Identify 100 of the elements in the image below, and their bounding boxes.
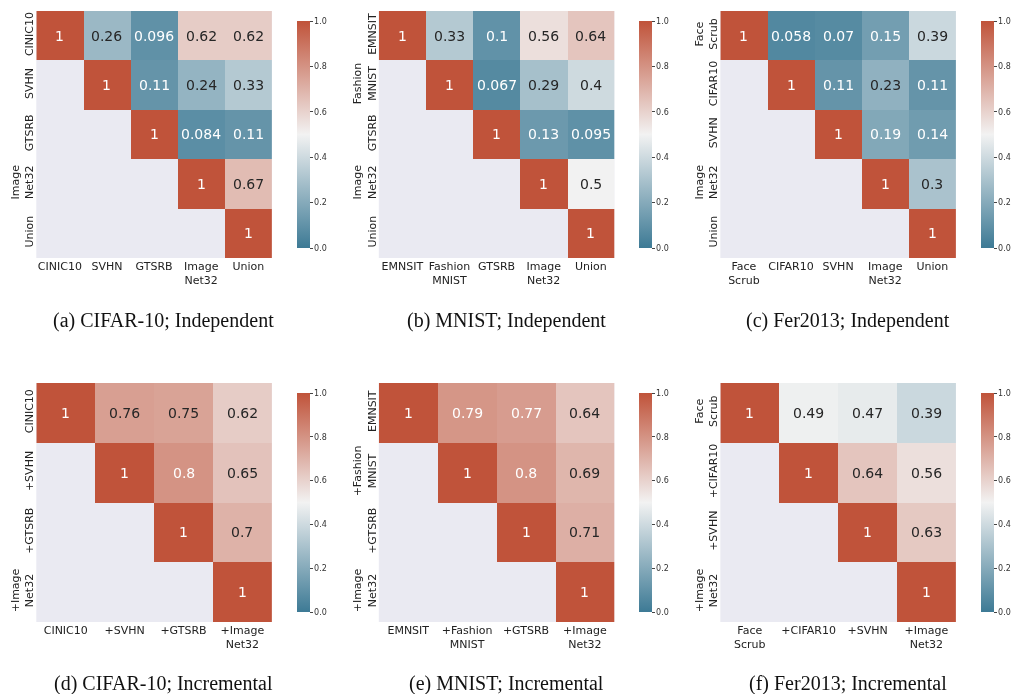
color-bar-label: 0.0	[656, 243, 669, 253]
y-tick-label: Face Scrub	[692, 18, 721, 50]
x-tick-label: SVHN	[91, 260, 123, 273]
color-bar-label: 0.6	[314, 476, 327, 486]
text: (b) MNIST; Independent	[407, 309, 607, 332]
data-label: 1	[120, 465, 129, 481]
x-tick-label: Union	[916, 260, 949, 273]
text: (c) Fer2013; Independent	[746, 309, 950, 332]
y-tick-label: +SVHN	[23, 450, 37, 492]
data-label: 0.77	[511, 405, 543, 421]
data-label: 0.49	[793, 405, 825, 421]
color-bar-label: 0.6	[656, 107, 669, 117]
data-label: 0.67	[233, 176, 265, 192]
data-label: 1	[463, 465, 472, 481]
data-label: 1	[492, 126, 501, 142]
text: (f) Fer2013; Incremental	[749, 672, 948, 694]
data-label: 0.47	[852, 405, 884, 421]
x-tick-label: Union	[232, 260, 265, 273]
y-tick-label: EMNSIT	[365, 390, 379, 433]
x-tick-label: +Image Net32	[563, 624, 607, 652]
data-label: 0.71	[569, 524, 601, 540]
color-bar-label: 0.4	[656, 520, 669, 530]
color-bar-label: 0.8	[656, 62, 669, 72]
y-tick-label: Image Net32	[351, 164, 379, 200]
y-tick-label: +Fashion MNIST	[351, 445, 379, 497]
data-label: 0.63	[911, 524, 943, 540]
text: (e) MNIST; Incremental	[409, 672, 604, 694]
data-label: 1	[522, 524, 531, 540]
data-label: 1	[745, 405, 754, 421]
color-bar-label: 1.0	[998, 16, 1011, 26]
data-label: 0.11	[233, 126, 265, 142]
y-tick-label: +GTSRB	[23, 507, 37, 554]
data-label: 0.13	[528, 126, 560, 142]
color-bar-label: 0.4	[314, 153, 327, 162]
x-tick-label: +SVHN	[847, 624, 888, 637]
color-bar-label: 0.2	[314, 198, 327, 208]
data-label: 1	[739, 28, 748, 44]
data-label: 0.11	[823, 77, 855, 93]
color-bar-label: 0.8	[998, 432, 1011, 442]
x-tick-label: GTSRB	[478, 260, 516, 273]
data-label: 0.23	[870, 77, 902, 93]
color-bar-label: 0.6	[656, 476, 669, 486]
x-tick-label: CIFAR10	[768, 260, 814, 273]
x-tick-label: CINIC10	[43, 624, 88, 637]
x-tick-label: +GTSRB	[502, 624, 550, 637]
y-tick-label: Image Net32	[8, 164, 37, 200]
color-bar-label: 1.0	[998, 388, 1011, 398]
x-tick-label: CINIC10	[37, 260, 82, 273]
x-tick-label: +CIFAR10	[781, 624, 836, 637]
y-tick-label: CIFAR10	[707, 60, 721, 107]
data-label: 0.7	[231, 524, 254, 540]
y-tick-label: CINIC10	[23, 12, 37, 57]
color-bar-label: 0.2	[656, 198, 669, 208]
data-label: 0.1	[486, 28, 509, 44]
data-label: 0.5	[580, 176, 603, 192]
x-tick-label: Face Scrub	[734, 624, 766, 652]
y-tick-label: Fashion MNIST	[351, 62, 379, 105]
data-label: 1	[928, 225, 937, 241]
x-tick-label: Image Net32	[526, 260, 562, 288]
y-tick-label: CINIC10	[23, 389, 37, 434]
x-tick-label: GTSRB	[135, 260, 173, 273]
color-bar-label: 0.0	[998, 607, 1011, 617]
data-label: 0.24	[186, 77, 218, 93]
data-label: 0.3	[921, 176, 944, 192]
data-label: 0.64	[852, 465, 884, 481]
x-tick-label: Union	[574, 260, 607, 273]
data-label: 1	[787, 77, 796, 93]
y-tick-label: Image Net32	[692, 164, 721, 200]
color-bar-label: 0.8	[656, 432, 669, 442]
data-label: 0.62	[227, 405, 259, 421]
y-tick-label: SVHN	[23, 67, 37, 99]
data-label: 0.067	[477, 77, 518, 93]
y-tick-label: Union	[23, 215, 37, 248]
color-bar-label: 0.4	[314, 520, 327, 530]
data-label: 0.39	[917, 28, 949, 44]
data-label: 1	[150, 126, 159, 142]
color-bar-label: 0.8	[998, 62, 1011, 72]
data-label: 1	[244, 225, 253, 241]
x-tick-label: Image Net32	[867, 260, 903, 288]
data-label: 1	[922, 584, 931, 600]
data-label: 0.15	[870, 28, 902, 44]
data-label: 0.096	[134, 28, 175, 44]
color-bar-label: 1.0	[314, 16, 327, 26]
data-label: 0.79	[452, 405, 484, 421]
y-tick-label: EMNSIT	[365, 12, 379, 55]
data-label: 0.64	[575, 28, 607, 44]
data-label: 0.62	[233, 28, 265, 44]
text: (d) CIFAR-10; Incremental	[54, 672, 273, 694]
data-label: 0.4	[580, 77, 603, 93]
data-label: 0.11	[139, 77, 171, 93]
data-label: 1	[834, 126, 843, 142]
data-label: 0.084	[181, 126, 222, 142]
x-tick-label: Face Scrub	[728, 260, 760, 288]
data-label: 0.65	[227, 465, 259, 481]
data-label: 1	[804, 465, 813, 481]
data-label: 0.62	[186, 28, 218, 44]
data-label: 0.19	[870, 126, 902, 142]
data-label: 0.39	[911, 405, 943, 421]
x-tick-label: +GTSRB	[160, 624, 207, 637]
data-label: 0.07	[823, 28, 855, 44]
